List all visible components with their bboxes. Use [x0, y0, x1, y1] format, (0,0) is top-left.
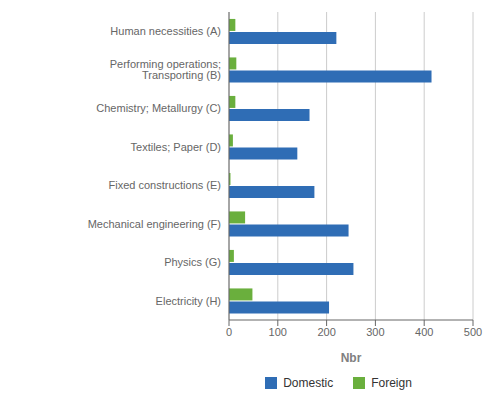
svg-text:Chemistry; Metallurgy (C): Chemistry; Metallurgy (C) — [96, 102, 221, 114]
svg-text:400: 400 — [415, 326, 433, 338]
svg-text:Mechanical engineering (F): Mechanical engineering (F) — [88, 218, 221, 230]
svg-text:Textiles; Paper (D): Textiles; Paper (D) — [131, 141, 221, 153]
svg-text:Performing operations;Transpor: Performing operations;Transporting (B) — [110, 58, 221, 81]
svg-text:0: 0 — [226, 326, 232, 338]
svg-text:Electricity (H): Electricity (H) — [156, 295, 221, 307]
html-text:Foreign: Foreign — [371, 376, 412, 390]
svg-text:Fixed constructions (E): Fixed constructions (E) — [109, 179, 221, 191]
svg-text:Nbr: Nbr — [341, 351, 362, 365]
svg-text:Physics (G): Physics (G) — [164, 256, 221, 268]
svg-text:300: 300 — [366, 326, 384, 338]
svg-text:Human necessities (A): Human necessities (A) — [110, 25, 221, 37]
html-text:Domestic: Domestic — [283, 376, 334, 390]
svg-text:100: 100 — [269, 326, 287, 338]
svg-text:200: 200 — [317, 326, 335, 338]
svg-text:500: 500 — [464, 326, 482, 338]
